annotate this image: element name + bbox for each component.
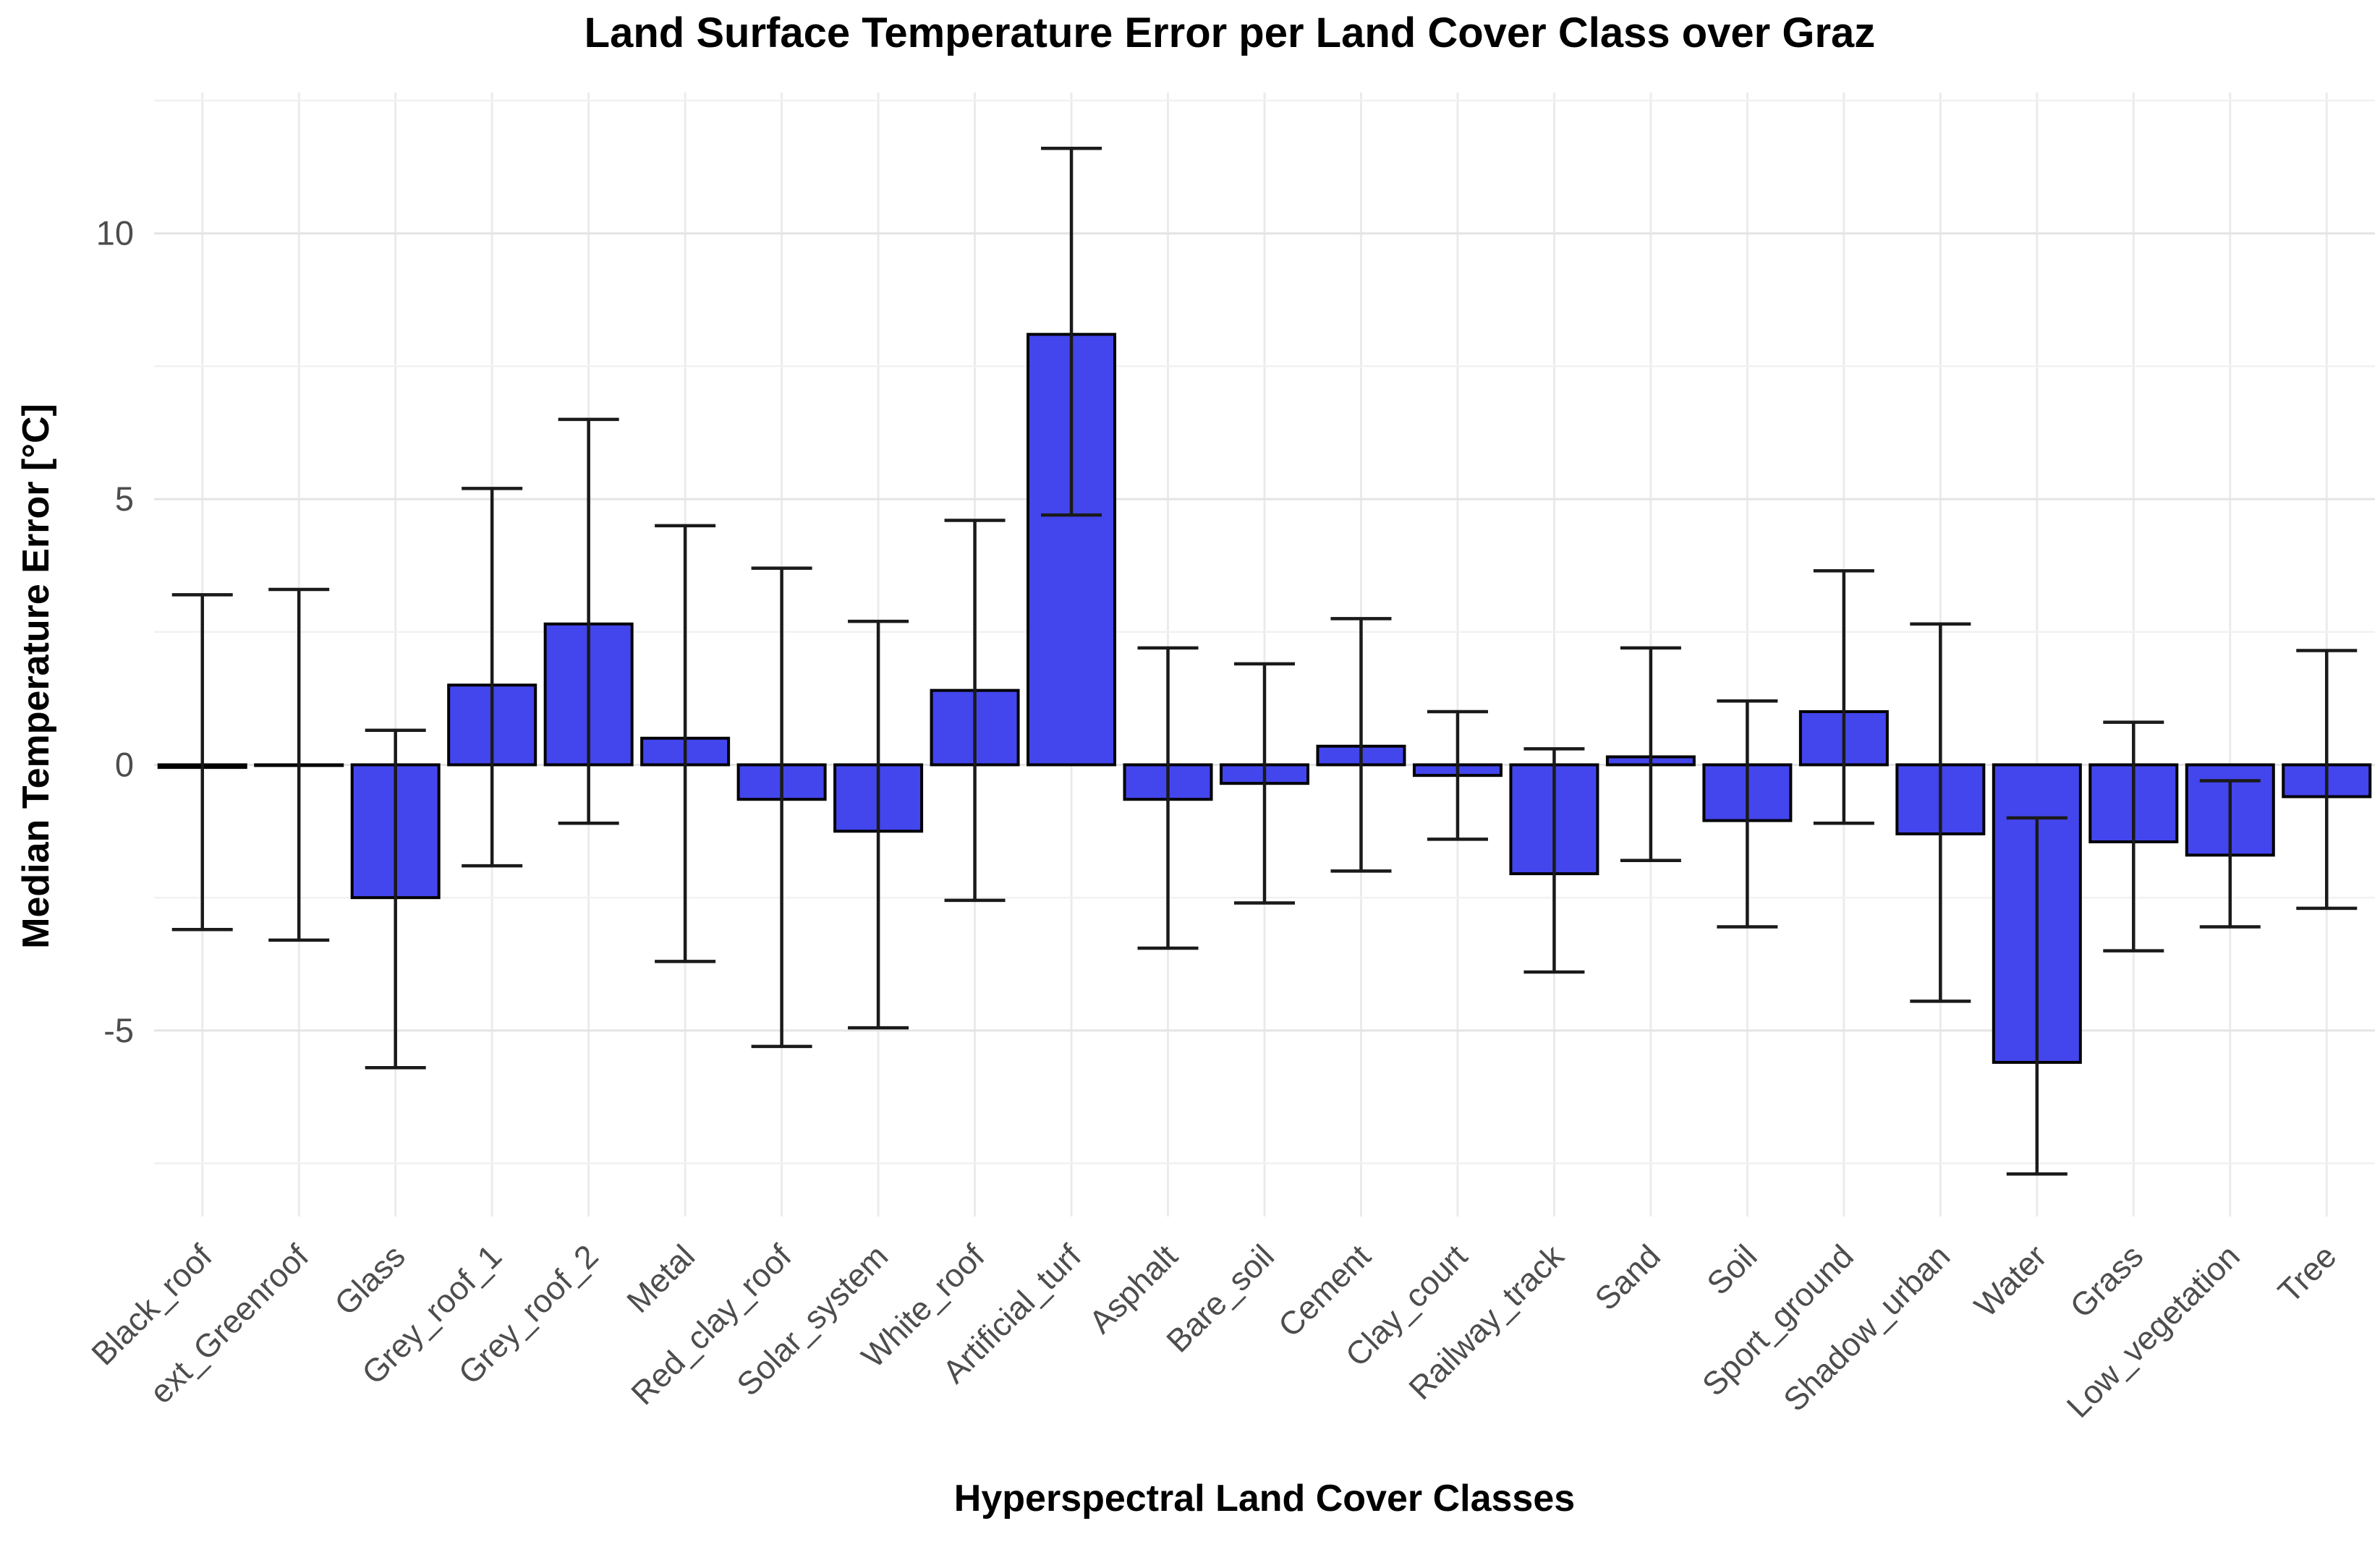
y-tick-label: -5 (103, 1011, 134, 1049)
x-category-label: Low_vegetation (2060, 1237, 2247, 1425)
x-category-label: Soil (1699, 1237, 1764, 1302)
x-category-label: Water (1967, 1237, 2054, 1324)
y-tick-label: 0 (115, 745, 134, 783)
y-tick-label: 5 (115, 480, 134, 518)
chart-title: Land Surface Temperature Error per Land … (584, 9, 1876, 56)
x-category-label: Sand (1588, 1237, 1667, 1317)
y-tick-label: 10 (96, 214, 134, 252)
x-axis-title: Hyperspectral Land Cover Classes (953, 1478, 1576, 1520)
x-category-label: Bare_soil (1159, 1237, 1281, 1360)
x-category-label: Grass (2062, 1237, 2150, 1325)
x-category-label: Glass (327, 1237, 412, 1322)
x-category-label: Tree (2271, 1237, 2343, 1310)
x-category-label: Shadow_urban (1776, 1237, 1957, 1418)
x-category-label: Metal (619, 1237, 702, 1320)
